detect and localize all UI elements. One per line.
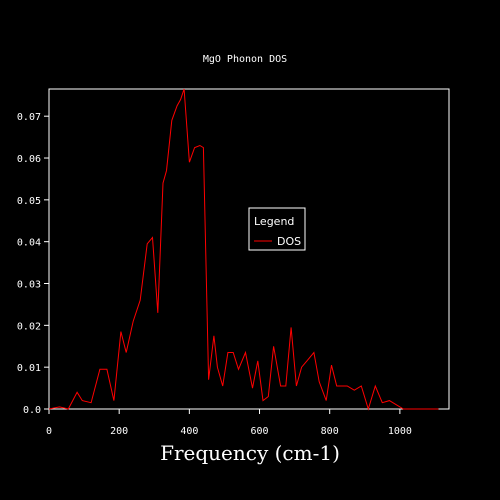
legend-box xyxy=(248,207,306,251)
legend-entry-dos: DOS xyxy=(277,235,301,248)
chart-title: MgO Phonon DOS xyxy=(203,54,287,65)
y-tick-label: 0.01 xyxy=(17,363,41,374)
y-tick-label: 0.0 xyxy=(23,405,41,416)
y-tick-label: 0.03 xyxy=(17,280,41,291)
x-tick-label: 0 xyxy=(46,426,52,437)
legend: Legend DOS xyxy=(248,207,306,251)
y-tick-label: 0.07 xyxy=(17,112,41,123)
y-tick-label: 0.06 xyxy=(17,154,41,165)
y-axis: 0.0 0.01 0.02 0.03 0.04 0.05 0.06 0.07 xyxy=(17,112,49,416)
x-axis: 0 200 400 600 800 1000 xyxy=(46,409,412,437)
y-tick-label: 0.04 xyxy=(17,238,41,249)
series-line-dos xyxy=(48,88,439,411)
x-tick-label: 400 xyxy=(180,426,198,437)
y-tick-label: 0.05 xyxy=(17,196,41,207)
plot-frame xyxy=(48,88,450,410)
legend-title: Legend xyxy=(254,215,294,228)
y-tick-label: 0.02 xyxy=(17,321,41,332)
x-tick-label: 1000 xyxy=(388,426,412,437)
x-tick-label: 600 xyxy=(250,426,268,437)
x-axis-label: Frequency (cm-1) xyxy=(160,441,340,465)
x-tick-label: 800 xyxy=(321,426,339,437)
x-tick-label: 200 xyxy=(110,426,128,437)
